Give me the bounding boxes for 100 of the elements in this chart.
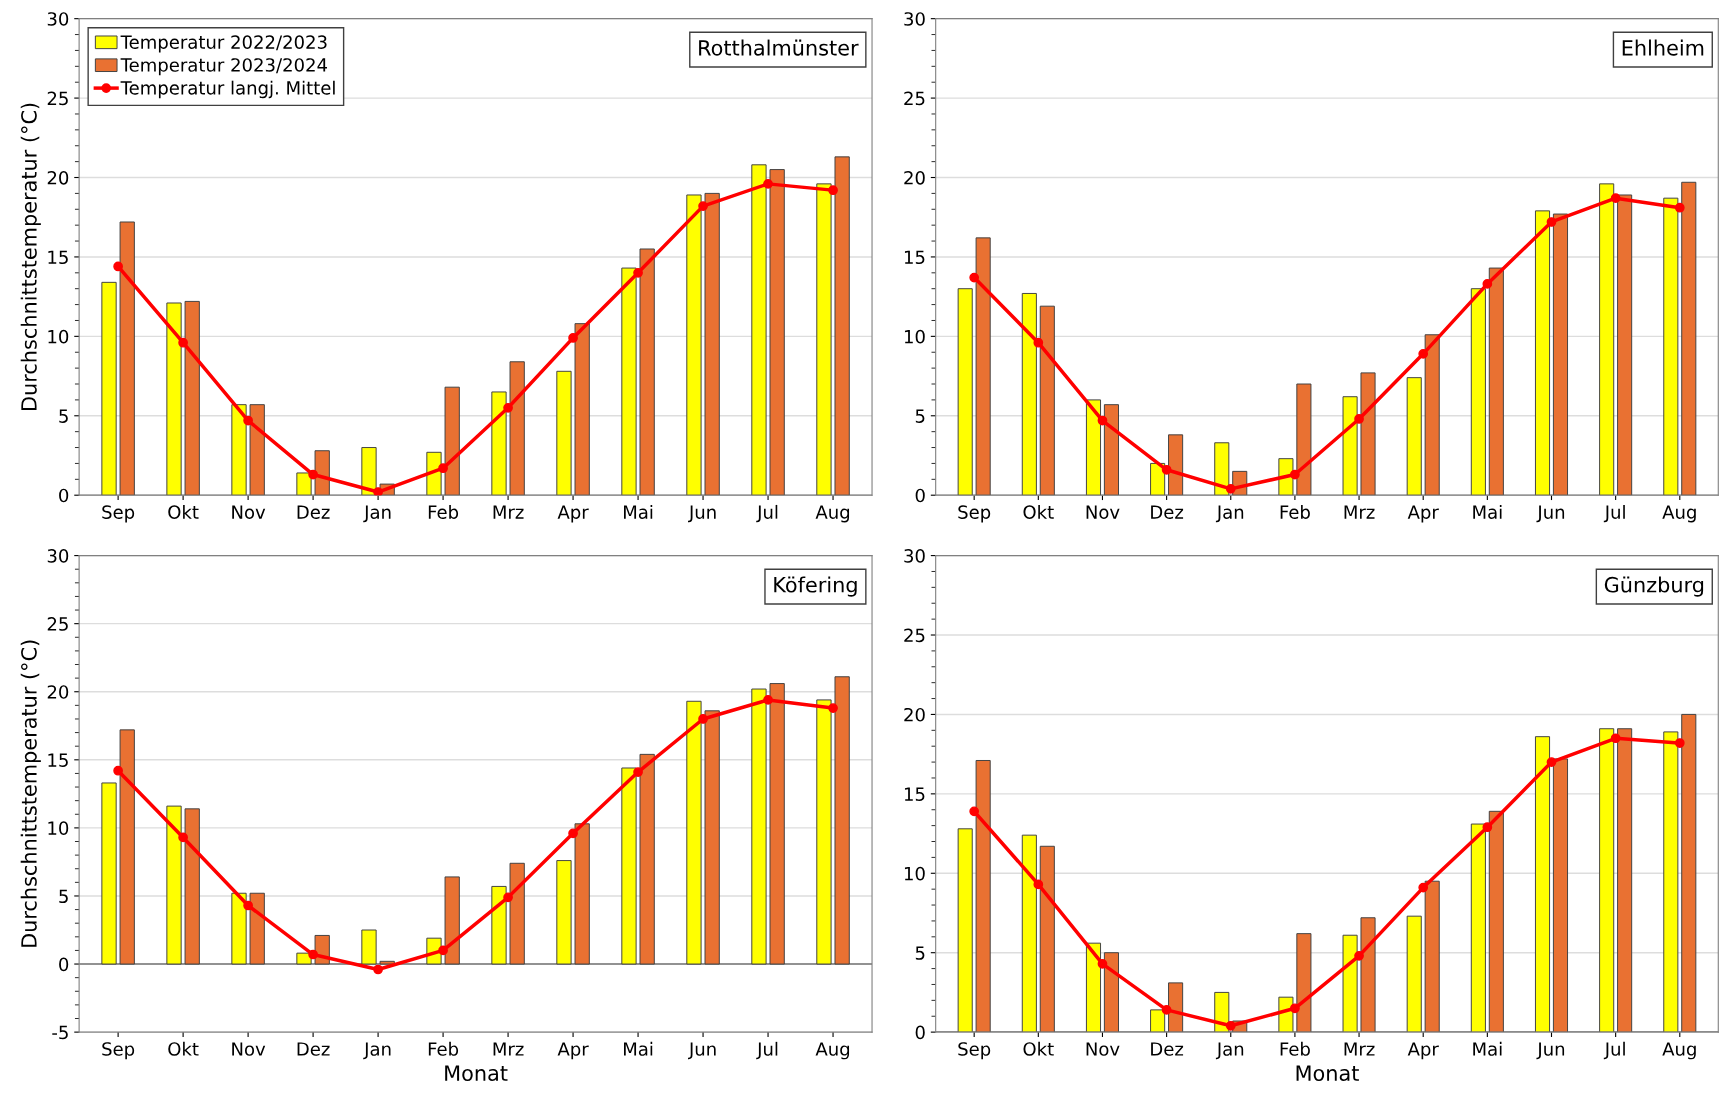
point bbox=[698, 714, 708, 724]
point bbox=[969, 272, 980, 283]
point bbox=[763, 179, 773, 189]
bar bbox=[361, 447, 377, 496]
x-tick-label: Jan bbox=[1215, 505, 1244, 523]
bar bbox=[1150, 462, 1166, 496]
bar bbox=[957, 828, 973, 1033]
y-axis-title: Durchschnittstemperatur (°C) bbox=[20, 640, 41, 947]
legend-label: Temperatur 2022/2023 bbox=[120, 35, 327, 53]
point bbox=[113, 261, 123, 272]
point bbox=[633, 267, 643, 278]
bar bbox=[1360, 917, 1376, 1033]
bar bbox=[1360, 372, 1376, 496]
annotation: Rotthalmünster bbox=[699, 39, 859, 56]
y-tick-label: 30 bbox=[904, 549, 925, 563]
point bbox=[373, 964, 383, 975]
x-tick-label: Apr bbox=[1407, 505, 1439, 523]
y-axis-title: Durchschnittstemperatur (°C) bbox=[20, 103, 41, 410]
x-tick-label: Mrz bbox=[493, 505, 524, 519]
point bbox=[1225, 483, 1236, 494]
bar bbox=[166, 302, 182, 496]
y-tick-label: 25 bbox=[904, 628, 925, 643]
point bbox=[373, 487, 383, 496]
y-tick-label: 15 bbox=[48, 753, 68, 767]
x-tick-label: Mai bbox=[1473, 504, 1502, 519]
point bbox=[308, 469, 318, 480]
y-tick-label: 5 bbox=[915, 946, 925, 960]
legend-label: Temperatur 2023/2024 bbox=[120, 58, 328, 76]
x-tick-label: Mai bbox=[1473, 1041, 1502, 1056]
x-tick-label: Jan bbox=[363, 1042, 391, 1060]
point bbox=[1097, 958, 1108, 969]
point bbox=[969, 806, 980, 817]
bar bbox=[1617, 194, 1633, 496]
y-tick-label: 20 bbox=[904, 170, 925, 185]
bar bbox=[1534, 210, 1551, 496]
point bbox=[1546, 217, 1557, 227]
x-tick-label: Feb bbox=[428, 504, 459, 519]
bar bbox=[1039, 305, 1055, 496]
point bbox=[503, 402, 513, 413]
y-tick-label: 20 bbox=[47, 170, 69, 185]
point bbox=[1482, 822, 1493, 833]
bar bbox=[296, 472, 312, 496]
point bbox=[1161, 1005, 1172, 1015]
y-tick-label: 0 bbox=[915, 488, 925, 503]
y-tick-label: 15 bbox=[904, 250, 925, 265]
bar bbox=[1296, 933, 1312, 1033]
bar bbox=[1681, 181, 1697, 496]
x-tick-label: Jan bbox=[363, 505, 391, 523]
x-tick-label: Jun bbox=[1536, 1042, 1565, 1060]
x-tick-label: Mai bbox=[624, 504, 653, 519]
x-tick-label: Feb bbox=[428, 1041, 459, 1056]
point bbox=[828, 703, 838, 713]
y-tick-label: 5 bbox=[59, 409, 68, 423]
bar bbox=[1488, 810, 1504, 1033]
x-tick-label: Apr bbox=[1407, 1042, 1439, 1060]
bar bbox=[509, 361, 525, 496]
x-tick-label: Okt bbox=[168, 504, 199, 519]
y-tick-label: 20 bbox=[47, 685, 69, 699]
bar bbox=[816, 183, 832, 496]
x-axis-title: Monat bbox=[1296, 1065, 1359, 1081]
bar bbox=[1470, 288, 1486, 496]
x-tick-label: Apr bbox=[557, 505, 589, 523]
bar bbox=[1214, 442, 1230, 496]
bar bbox=[1534, 736, 1551, 1033]
x-tick-label: Mrz bbox=[1344, 1042, 1375, 1056]
x-tick-label: Aug bbox=[815, 1042, 850, 1060]
y-tick-label: 15 bbox=[904, 787, 925, 801]
bar bbox=[704, 192, 720, 496]
point bbox=[1097, 415, 1108, 426]
point bbox=[828, 185, 838, 196]
point bbox=[1033, 337, 1044, 348]
point bbox=[243, 900, 253, 911]
bar bbox=[1296, 383, 1312, 496]
bar bbox=[975, 760, 991, 1033]
bar bbox=[1085, 399, 1102, 496]
bar bbox=[556, 370, 572, 496]
y-tick-label: 5 bbox=[59, 889, 68, 904]
x-tick-label: Jul bbox=[1603, 1041, 1625, 1060]
point bbox=[113, 765, 123, 776]
point bbox=[1546, 757, 1557, 767]
bar bbox=[1406, 915, 1422, 1033]
point bbox=[1161, 464, 1172, 475]
point bbox=[1290, 469, 1300, 480]
bar bbox=[1663, 731, 1679, 1033]
x-tick-label: Mrz bbox=[493, 1042, 524, 1056]
bar bbox=[1663, 197, 1679, 496]
x-tick-label: Feb bbox=[1280, 1041, 1310, 1056]
y-tick-label: 5 bbox=[915, 409, 925, 423]
point bbox=[1610, 733, 1621, 744]
bar bbox=[1103, 952, 1119, 1033]
annotation: Ehlheim bbox=[1622, 39, 1704, 56]
bar bbox=[1617, 728, 1633, 1033]
bar bbox=[1424, 334, 1440, 496]
y-tick-label: 0 bbox=[59, 957, 69, 972]
y-tick-label: 10 bbox=[904, 866, 925, 881]
x-tick-label: Sep bbox=[958, 1042, 991, 1060]
bar bbox=[249, 404, 265, 496]
x-tick-label: Sep bbox=[958, 505, 991, 523]
bar bbox=[314, 450, 330, 496]
point bbox=[1225, 1020, 1236, 1031]
